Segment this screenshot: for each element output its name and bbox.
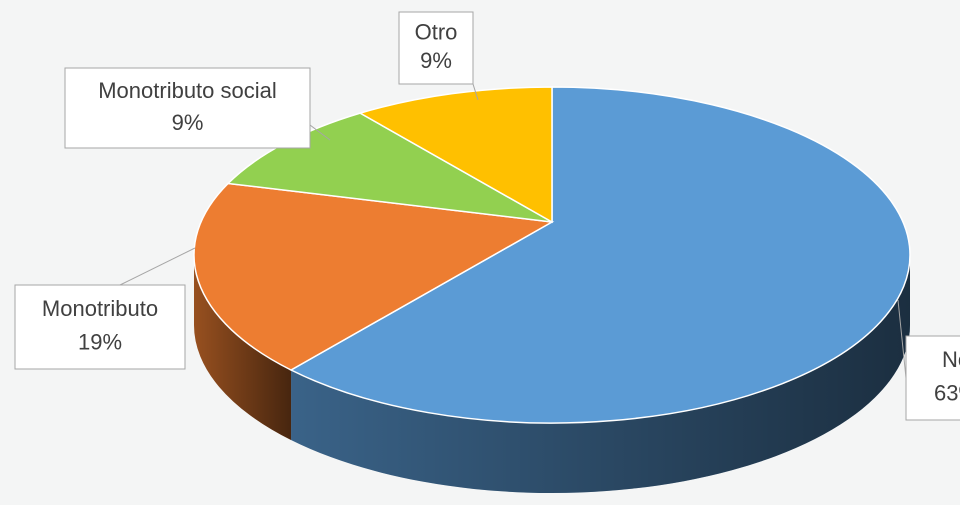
pie-sides <box>194 255 910 493</box>
value-label: 63% <box>934 381 960 406</box>
value-label: 9% <box>172 110 204 135</box>
slice-side-shade <box>291 255 910 493</box>
slice <box>289 86 911 424</box>
leader-line <box>472 83 479 101</box>
slice <box>358 86 553 224</box>
value-label: 19% <box>78 330 122 355</box>
category-label: Otro <box>415 19 458 44</box>
leader-line <box>897 299 907 379</box>
pie-tops <box>193 86 911 424</box>
category-label: No <box>942 347 960 372</box>
leader-line <box>309 124 331 141</box>
value-label: 9% <box>420 48 452 73</box>
data-labels: No 63% Monotributo 19% Monotributo social 9% O… <box>14 11 960 421</box>
label-box <box>14 284 186 370</box>
slice-side-shade <box>194 255 292 441</box>
category-label: Monotributo social <box>98 78 277 103</box>
slice <box>193 182 555 371</box>
category-label: Monotributo <box>42 296 158 321</box>
label-box <box>64 67 311 149</box>
leader-line <box>119 247 196 286</box>
label-box <box>905 335 960 421</box>
label-box <box>398 11 474 85</box>
